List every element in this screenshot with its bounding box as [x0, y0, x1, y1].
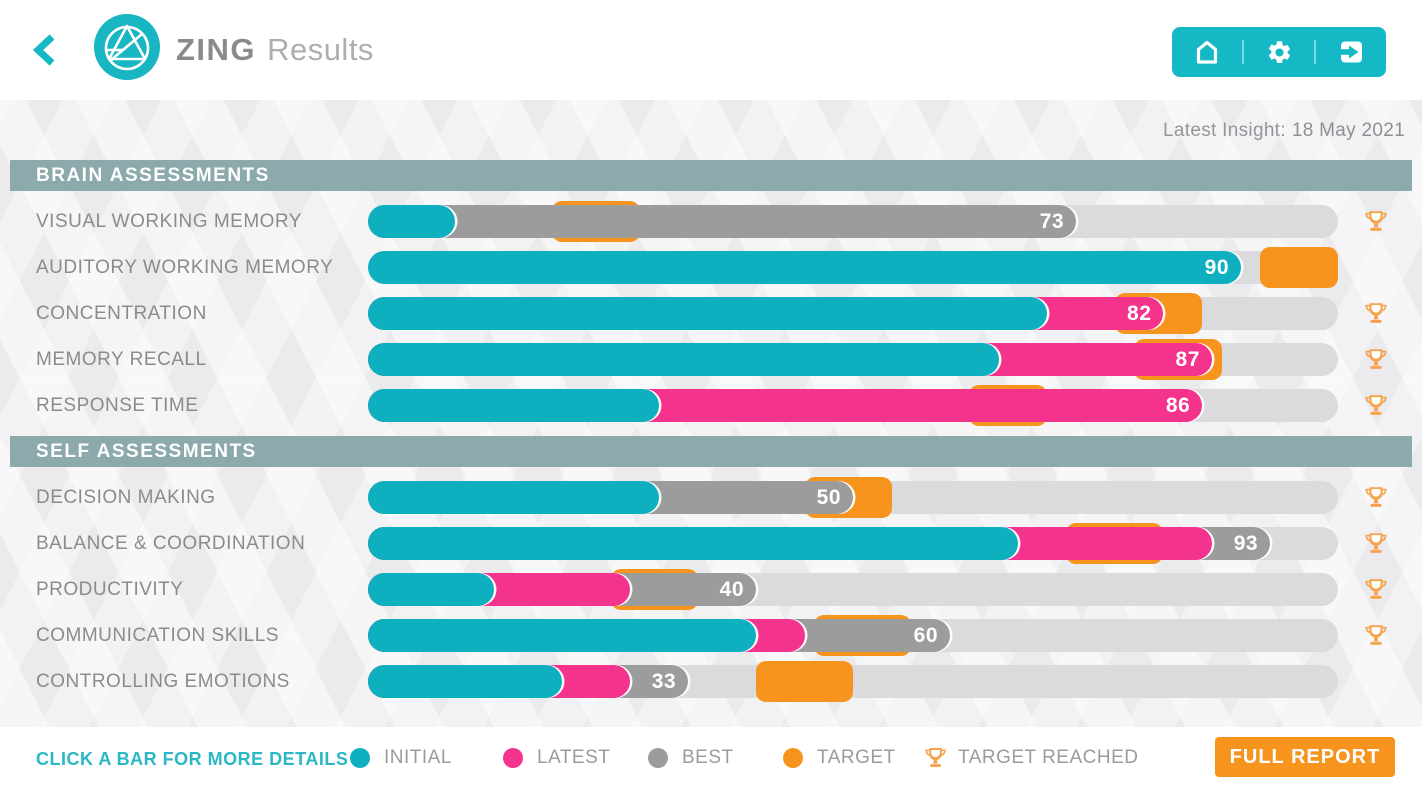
assessment-label: DECISION MAKING [36, 487, 216, 508]
score-label: 40 [719, 578, 744, 601]
click-bar-hint: CLICK A BAR FOR MORE DETAILS [36, 749, 349, 769]
legend-label: TARGET [817, 747, 896, 768]
score-track: 93 [368, 523, 1338, 564]
legend-dot [350, 748, 370, 768]
assessment-row[interactable]: MEMORY RECALL 87 [0, 339, 1422, 380]
initial-bar [368, 343, 999, 376]
assessment-row[interactable]: COMMUNICATION SKILLS 60 [0, 615, 1422, 656]
trophy-icon [1362, 529, 1390, 557]
full-report-button[interactable]: FULL REPORT [1215, 737, 1395, 777]
target-marker [756, 661, 853, 702]
exit-icon[interactable] [1316, 27, 1386, 77]
legend-dot [503, 748, 523, 768]
assessment-label: BALANCE & COORDINATION [36, 533, 306, 554]
trophy-icon [1362, 483, 1390, 511]
assessment-row[interactable]: CONCENTRATION 82 [0, 293, 1422, 334]
assessment-label: MEMORY RECALL [36, 349, 207, 370]
nav-divider [1242, 40, 1244, 64]
score-track: 73 [368, 201, 1338, 242]
score-label: 50 [816, 486, 841, 509]
assessment-row[interactable]: VISUAL WORKING MEMORY 73 [0, 201, 1422, 242]
assessment-label: VISUAL WORKING MEMORY [36, 211, 302, 232]
latest-insight-date: 18 May 2021 [1291, 120, 1405, 141]
section-header: SELF ASSESSMENTS [10, 436, 1412, 467]
score-track: 82 [368, 293, 1338, 334]
initial-bar [368, 573, 495, 606]
assessment-label: RESPONSE TIME [36, 395, 199, 416]
assessment-label: PRODUCTIVITY [36, 579, 184, 600]
back-chevron-icon[interactable] [32, 33, 58, 67]
legend-label: TARGET REACHED [958, 747, 1139, 768]
score-track: 90 [368, 247, 1338, 288]
nav-divider [1314, 40, 1316, 64]
page-title-secondary: Results [267, 32, 374, 67]
initial-bar [368, 297, 1047, 330]
trophy-icon [1362, 621, 1390, 649]
assessment-label: CONCENTRATION [36, 303, 207, 324]
legend-label: LATEST [537, 747, 611, 768]
assessment-row[interactable]: RESPONSE TIME 86 [0, 385, 1422, 426]
assessment-row[interactable]: PRODUCTIVITY 40 [0, 569, 1422, 610]
home-icon[interactable] [1172, 27, 1242, 77]
legend-trophy-icon [922, 744, 949, 771]
assessment-label: CONTROLLING EMOTIONS [36, 671, 290, 692]
score-track: 40 [368, 569, 1338, 610]
score-label: 33 [651, 670, 677, 693]
nav-button-group [1172, 27, 1386, 77]
page-title-primary: ZING [176, 32, 257, 67]
assessment-row[interactable]: DECISION MAKING 50 [0, 477, 1422, 518]
target-marker [1260, 247, 1338, 288]
page-title: ZING Results [176, 0, 374, 100]
assessment-row[interactable]: BALANCE & COORDINATION 93 [0, 523, 1422, 564]
zing-logo [94, 14, 160, 80]
score-track: 86 [368, 385, 1338, 426]
footer-bar: CLICK A BAR FOR MORE DETAILS FULL REPORT… [0, 727, 1422, 800]
top-bar: ZING Results [0, 0, 1422, 100]
score-track: 50 [368, 477, 1338, 518]
trophy-icon [1362, 299, 1390, 327]
trophy-icon [1362, 345, 1390, 373]
initial-bar [368, 527, 1018, 560]
best-bar [368, 205, 1077, 238]
trophy-icon [1362, 207, 1390, 235]
initial-bar [368, 389, 659, 422]
legend-dot [648, 748, 668, 768]
score-label: 73 [1039, 210, 1065, 233]
assessment-row[interactable]: AUDITORY WORKING MEMORY 90 [0, 247, 1422, 288]
score-label: 60 [913, 624, 938, 647]
initial-bar [368, 665, 562, 698]
score-track: 33 [368, 661, 1338, 702]
legend-label: INITIAL [384, 747, 452, 768]
trophy-icon [1362, 575, 1390, 603]
score-label: 87 [1175, 348, 1200, 371]
latest-insight-label: Latest Insight: [1163, 120, 1286, 141]
assessment-label: COMMUNICATION SKILLS [36, 625, 279, 646]
initial-bar [368, 619, 756, 652]
legend-label: BEST [682, 747, 734, 768]
score-track: 87 [368, 339, 1338, 380]
score-label: 93 [1233, 532, 1259, 555]
assessment-row[interactable]: CONTROLLING EMOTIONS 33 [0, 661, 1422, 702]
score-label: 82 [1127, 302, 1152, 325]
legend-dot [783, 748, 803, 768]
assessment-label: AUDITORY WORKING MEMORY [36, 257, 334, 278]
latest-insight: Latest Insight: 18 May 2021 [1163, 120, 1405, 142]
content: Latest Insight: 18 May 2021 BRAIN ASSESSM… [0, 100, 1422, 727]
score-label: 90 [1204, 256, 1229, 279]
score-track: 60 [368, 615, 1338, 656]
initial-bar [368, 205, 456, 238]
initial-bar [368, 481, 659, 514]
initial-bar [368, 251, 1241, 284]
settings-gear-icon[interactable] [1244, 27, 1314, 77]
section-header: BRAIN ASSESSMENTS [10, 160, 1412, 191]
trophy-icon [1362, 391, 1390, 419]
score-label: 86 [1165, 394, 1191, 417]
